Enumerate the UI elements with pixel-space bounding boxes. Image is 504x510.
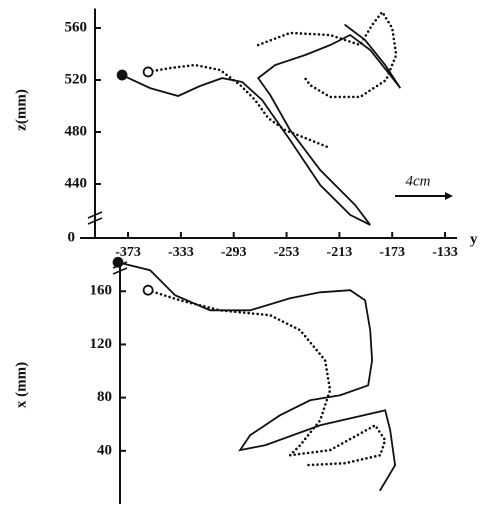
scale-annotation: 4cm <box>406 173 431 189</box>
x-tick-label: -173 <box>379 245 405 260</box>
trajectory <box>121 24 402 226</box>
scale-arrow-head <box>445 192 453 200</box>
y-tick-label: 560 <box>65 19 88 35</box>
y-tick-label: 160 <box>90 283 113 299</box>
trajectory <box>117 261 397 492</box>
y-axis-label: z(mm) <box>13 89 29 131</box>
y-tick-label: 120 <box>90 336 113 352</box>
x-tick-label: -213 <box>327 245 353 260</box>
x-tick-label: -333 <box>168 245 194 260</box>
x-axis-label: y <box>470 231 478 247</box>
y-tick-label: 520 <box>65 71 88 87</box>
start-marker <box>142 284 154 296</box>
x-tick-label: -373 <box>115 245 141 260</box>
x-tick-label: -293 <box>221 245 247 260</box>
y-tick-label: 80 <box>97 389 112 405</box>
y-axis-label: x (mm) <box>13 362 29 408</box>
trajectory <box>146 9 398 150</box>
axis-break-label: 0 <box>68 229 76 245</box>
y-tick-label: 480 <box>65 123 88 139</box>
x-tick-label: -253 <box>274 245 300 260</box>
trajectory <box>146 288 387 467</box>
y-tick-label: 40 <box>97 442 112 458</box>
start-marker <box>112 256 124 268</box>
start-marker <box>116 69 128 81</box>
x-tick-label: -133 <box>432 245 458 260</box>
y-tick-label: 440 <box>65 175 88 191</box>
start-marker <box>142 66 154 78</box>
